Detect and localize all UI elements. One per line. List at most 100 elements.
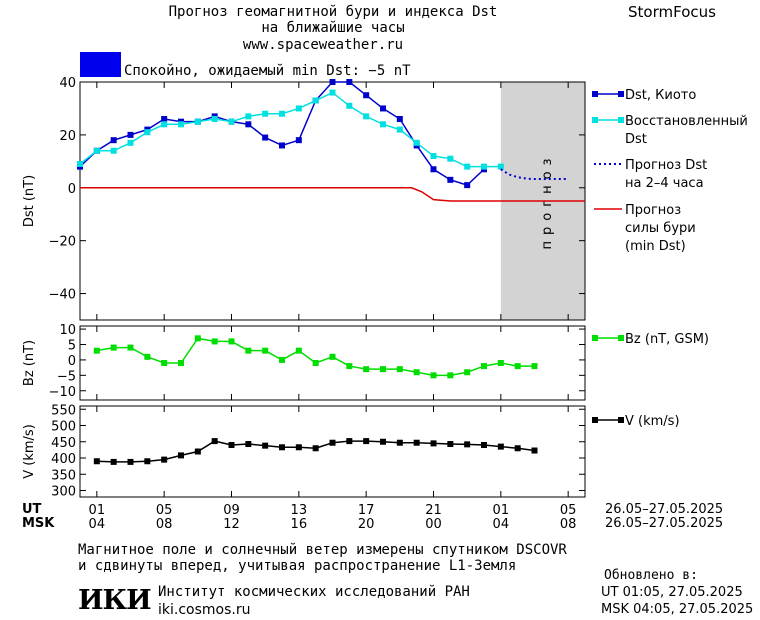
y-tick-label: 300 xyxy=(51,485,76,500)
y-tick-label: 40 xyxy=(59,76,76,91)
series-2-1 xyxy=(93,335,538,379)
data-point xyxy=(295,347,302,354)
legend-marker xyxy=(618,117,624,123)
data-point xyxy=(464,441,471,448)
data-point xyxy=(346,363,353,370)
data-point xyxy=(447,176,454,183)
data-point xyxy=(228,118,235,125)
series-1-3 xyxy=(500,168,569,181)
updated-ut: UT 01:05, 27.05.2025 xyxy=(601,585,743,600)
data-point xyxy=(363,113,370,120)
legend-label: силы бури xyxy=(625,221,696,236)
y-tick-label: −5 xyxy=(57,369,76,384)
msk-tick-label: 20 xyxy=(358,517,375,532)
data-point xyxy=(346,102,353,109)
data-point xyxy=(110,137,117,144)
data-point xyxy=(497,163,504,170)
legend-item: Восстановленный Dst xyxy=(592,114,748,147)
ut-tick-label: 13 xyxy=(291,503,308,518)
legend-item: V (km/s) xyxy=(592,414,680,429)
data-point xyxy=(127,131,134,138)
data-point xyxy=(77,160,83,167)
legend-marker xyxy=(618,417,624,423)
data-point xyxy=(396,439,403,446)
y-axis-label: Dst (nT) xyxy=(22,175,37,227)
data-point xyxy=(380,438,386,445)
ut-axis-label: UT xyxy=(22,502,42,517)
data-point xyxy=(279,444,285,451)
site-url[interactable]: www.spaceweather.ru xyxy=(242,37,404,53)
data-point xyxy=(194,118,201,125)
institute-site[interactable]: iki.cosmos.ru xyxy=(158,602,251,618)
data-point xyxy=(144,129,151,136)
legend-item: Прогноз Dst на 2–4 часа xyxy=(594,158,707,191)
series-line xyxy=(500,168,569,181)
data-point xyxy=(262,110,269,117)
data-point xyxy=(178,121,184,128)
data-point xyxy=(413,439,420,446)
data-point xyxy=(228,442,235,448)
y-tick-label: 350 xyxy=(51,468,76,483)
msk-tick-label: 12 xyxy=(223,517,240,532)
data-point xyxy=(211,116,218,123)
series-line xyxy=(80,187,585,202)
data-point xyxy=(447,155,454,162)
footer-note-line1: Магнитное поле и солнечный ветер измерен… xyxy=(78,542,567,558)
data-point xyxy=(413,369,420,376)
series-1-2 xyxy=(77,89,504,170)
legend-item: Прогноз силы бури (min Dst) xyxy=(594,203,696,254)
data-point xyxy=(211,438,218,445)
data-point xyxy=(161,116,168,123)
legend-marker xyxy=(592,335,598,341)
legend-label: (min Dst) xyxy=(625,239,686,254)
iki-logo[interactable]: ИКИ xyxy=(78,585,152,616)
ut-date-range: 26.05–27.05.2025 xyxy=(605,502,724,517)
data-point xyxy=(245,441,252,448)
data-point xyxy=(127,139,134,146)
data-point xyxy=(262,134,269,141)
legend-label: Dst, Киото xyxy=(625,88,696,103)
msk-date-range: 26.05–27.05.2025 xyxy=(605,516,724,531)
data-point xyxy=(194,335,201,342)
series-line xyxy=(79,81,485,186)
y-tick-label: 550 xyxy=(51,403,76,418)
panel-frame xyxy=(79,325,586,401)
data-point xyxy=(363,438,370,445)
data-point xyxy=(346,438,353,445)
status-color-swatch xyxy=(80,52,121,77)
data-point xyxy=(396,366,403,373)
series-line xyxy=(79,91,501,168)
y-tick-label: 500 xyxy=(51,420,76,435)
legend-marker xyxy=(618,91,624,97)
data-point xyxy=(110,458,117,465)
data-point xyxy=(329,439,336,446)
ut-tick-label: 09 xyxy=(223,503,240,518)
y-axis-label: V (km/s) xyxy=(22,424,37,479)
data-point xyxy=(279,142,285,149)
y-tick-label: −20 xyxy=(49,235,76,250)
data-point xyxy=(295,105,302,112)
data-point xyxy=(110,147,117,154)
page-subtitle: на ближайшие часы xyxy=(261,20,405,36)
data-point xyxy=(245,113,252,120)
data-point xyxy=(380,121,386,128)
data-point xyxy=(464,369,471,376)
msk-axis-label: MSK xyxy=(22,516,55,531)
y-tick-label: 400 xyxy=(51,452,76,467)
data-point xyxy=(329,89,336,96)
data-point xyxy=(295,137,302,144)
data-point xyxy=(295,444,302,451)
data-point xyxy=(279,110,285,117)
data-point xyxy=(413,139,420,146)
data-point xyxy=(531,363,538,370)
data-point xyxy=(127,344,134,351)
ut-tick-label: 17 xyxy=(358,503,375,518)
updated-label: Обновлено в: xyxy=(604,568,698,583)
msk-tick-label: 04 xyxy=(493,517,510,532)
data-point xyxy=(144,353,151,360)
data-point xyxy=(312,360,319,366)
data-point xyxy=(228,338,235,345)
msk-tick-label: 08 xyxy=(156,517,173,532)
legend-label: Dst xyxy=(625,132,647,147)
